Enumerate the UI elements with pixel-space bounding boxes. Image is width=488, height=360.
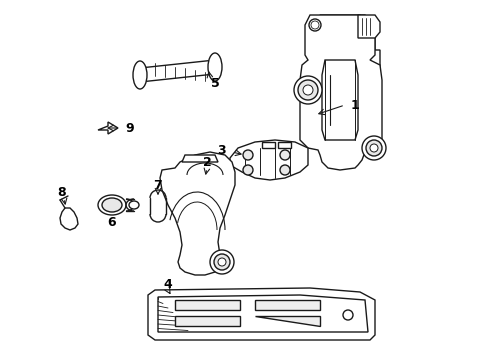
Circle shape [293,76,321,104]
Circle shape [297,80,317,100]
Polygon shape [299,15,381,170]
Circle shape [243,165,252,175]
Circle shape [209,250,234,274]
Ellipse shape [102,198,122,212]
Circle shape [218,258,225,266]
Polygon shape [254,316,319,326]
Text: 6: 6 [107,216,116,229]
Polygon shape [160,152,235,275]
Polygon shape [309,15,374,58]
Polygon shape [309,50,331,138]
Polygon shape [60,208,78,230]
Text: 8: 8 [58,185,66,198]
Circle shape [280,150,289,160]
Circle shape [361,136,385,160]
Circle shape [308,19,320,31]
Polygon shape [140,60,215,82]
Circle shape [243,150,252,160]
Polygon shape [182,155,218,162]
Polygon shape [175,316,240,326]
Text: 4: 4 [163,278,172,291]
Text: 2: 2 [202,156,211,168]
Text: 9: 9 [125,122,134,135]
Ellipse shape [207,53,222,81]
Text: 5: 5 [210,77,219,90]
Polygon shape [309,130,379,145]
Circle shape [214,254,229,270]
Circle shape [280,165,289,175]
Polygon shape [321,60,357,140]
Polygon shape [262,142,274,148]
Text: 7: 7 [153,179,162,192]
Ellipse shape [129,201,139,209]
Circle shape [369,144,377,152]
Polygon shape [175,300,240,310]
Polygon shape [229,140,307,180]
Polygon shape [98,122,118,134]
Ellipse shape [133,61,147,89]
Polygon shape [148,288,374,340]
Polygon shape [254,300,319,310]
Polygon shape [278,142,290,148]
Polygon shape [357,15,379,38]
Ellipse shape [98,195,126,215]
Text: 1: 1 [350,99,359,112]
Circle shape [342,310,352,320]
Polygon shape [357,50,379,138]
Polygon shape [158,295,367,332]
Text: 3: 3 [217,144,226,157]
Circle shape [365,140,381,156]
Circle shape [303,85,312,95]
